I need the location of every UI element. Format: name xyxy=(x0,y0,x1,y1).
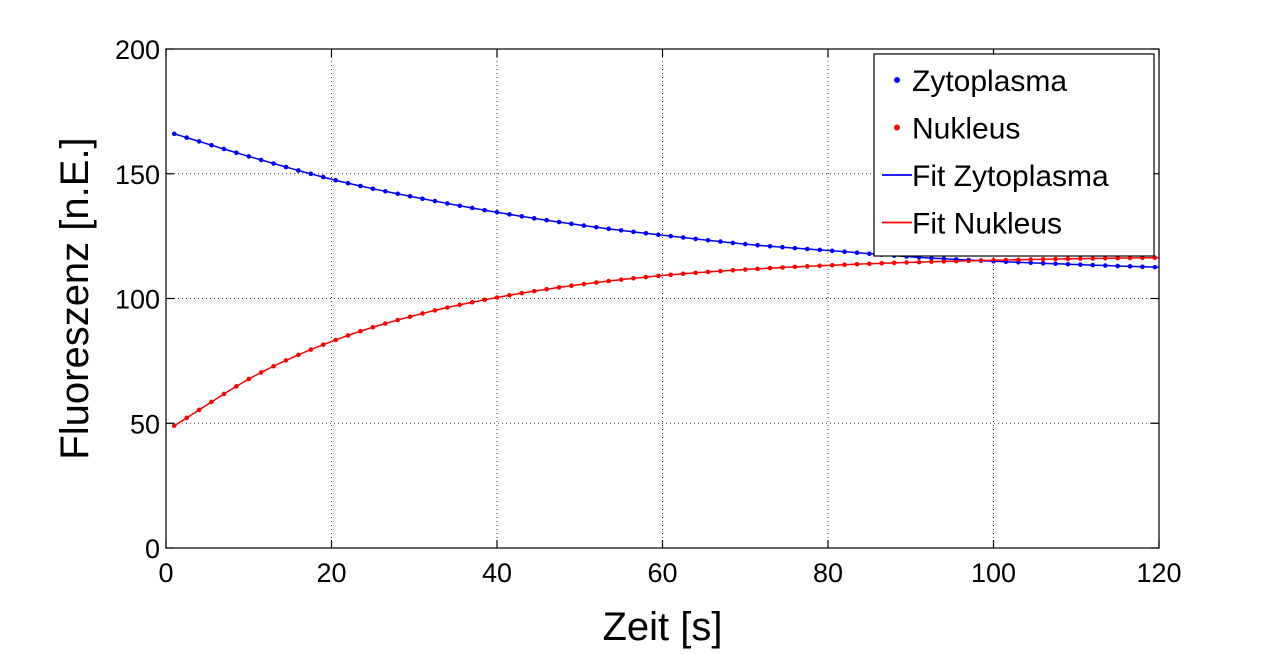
y-tick-label: 100 xyxy=(115,285,160,315)
grid-layer xyxy=(166,49,1159,548)
legend-label-nukleus: Nukleus xyxy=(912,113,1020,146)
x-tick-label: 100 xyxy=(971,558,1016,588)
x-tick-label: 0 xyxy=(158,558,173,588)
y-axis-title: Fluoreszenz [n.E.] xyxy=(53,137,97,459)
x-axis-title: Zeit [s] xyxy=(602,605,722,649)
y-tick-label: 200 xyxy=(115,35,160,65)
x-tick-label: 60 xyxy=(647,558,677,588)
x-tick-label: 20 xyxy=(316,558,346,588)
legend-marker-zytoplasma xyxy=(894,77,900,83)
y-tick-label: 150 xyxy=(115,160,160,190)
legend: Zytoplasma Nukleus Fit Zytoplasma Fit Nukle… xyxy=(873,53,1155,257)
x-tick-label: 40 xyxy=(482,558,512,588)
series-line-fit-zytoplasma xyxy=(174,133,1160,269)
legend-label-fit-zytoplasma: Fit Zytoplasma xyxy=(912,160,1109,193)
legend-box xyxy=(873,53,1155,257)
tick-layer: 0 20 40 60 80 100 120 0 50 100 150 200 xyxy=(115,35,1182,588)
legend-marker-nukleus xyxy=(894,124,900,131)
x-tick-label: 80 xyxy=(813,558,843,588)
x-tick-label: 120 xyxy=(1136,558,1181,588)
y-tick-label: 50 xyxy=(130,409,160,439)
legend-label-fit-nukleus: Fit Nukleus xyxy=(912,208,1062,241)
legend-label-zytoplasma: Zytoplasma xyxy=(912,65,1067,98)
series-line-fit-nukleus xyxy=(173,256,1160,427)
series-layer xyxy=(171,131,1160,429)
y-tick-label: 0 xyxy=(145,534,160,564)
